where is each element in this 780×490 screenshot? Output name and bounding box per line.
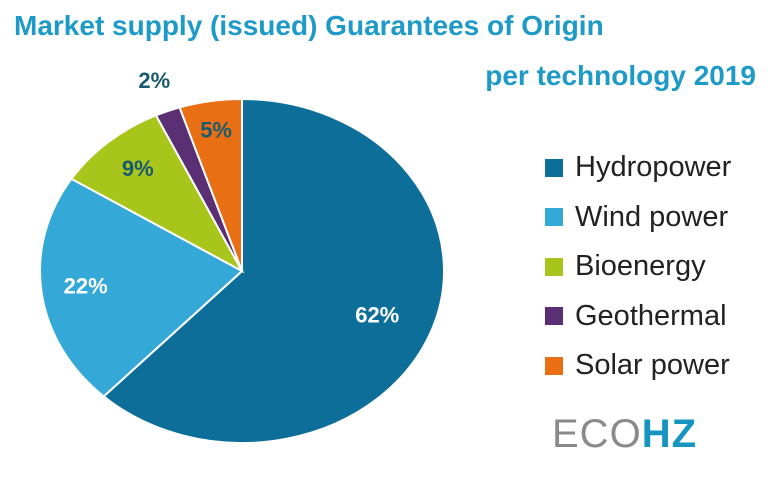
chart-title: Market supply (issued) Guarantees of Ori… [14, 10, 604, 41]
legend-label: Solar power [575, 349, 730, 382]
logo-text-eco: ECO [552, 412, 642, 456]
legend-swatch [545, 307, 563, 326]
ecohz-logo: ECOHZ [552, 412, 697, 457]
legend-label: Bioenergy [575, 250, 706, 283]
pie-slice-bioenergy [69, 114, 245, 274]
legend-swatch [545, 257, 563, 276]
pie-slice-solar-power [178, 97, 243, 272]
legend-item-wind-power: Wind power [545, 193, 731, 243]
legend-item-bioenergy: Bioenergy [545, 242, 731, 292]
chart-subtitle: per technology 2019 [485, 60, 756, 91]
legend-item-geothermal: Geothermal [545, 292, 731, 342]
legend-swatch [545, 356, 563, 375]
data-label-hydropower: 62% [355, 302, 399, 327]
pie-slice-hydropower [102, 97, 445, 444]
legend-label: Wind power [575, 200, 729, 233]
legend-label: Hydropower [575, 151, 732, 184]
data-label-bioenergy: 9% [122, 156, 154, 181]
legend-label: Geothermal [575, 299, 727, 332]
data-label-wind-power: 22% [64, 274, 108, 299]
legend-item-solar-power: Solar power [545, 341, 731, 391]
legend: Hydropower Wind power Bioenergy Geothermal S… [545, 143, 731, 391]
legend-swatch [545, 158, 563, 177]
data-label-geothermal: 2% [138, 68, 170, 93]
logo-text-hz: HZ [641, 412, 698, 456]
legend-item-hydropower: Hydropower [545, 143, 731, 193]
data-label-solar-power: 5% [200, 118, 232, 143]
legend-swatch [545, 208, 563, 227]
pie-slice-wind-power [39, 177, 244, 398]
